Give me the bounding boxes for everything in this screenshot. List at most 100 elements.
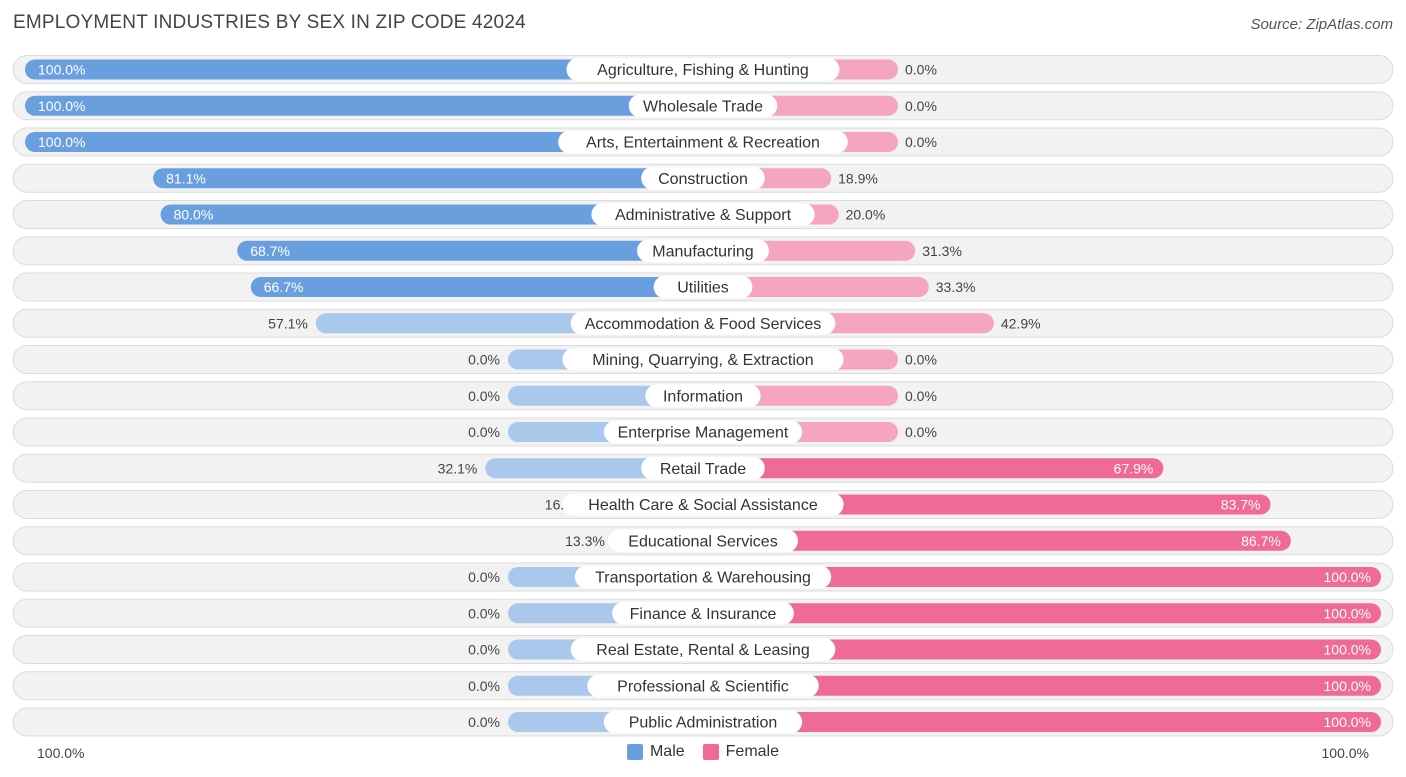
male-value-label: 0.0% <box>468 424 500 440</box>
category-pill <box>608 529 798 553</box>
male-bar <box>250 277 704 297</box>
legend: Male Female <box>0 743 1406 761</box>
category-pill <box>641 166 765 190</box>
male-bar <box>25 59 703 80</box>
female-value-label: 100.0% <box>1324 714 1371 730</box>
legend-label-female: Female <box>725 743 780 760</box>
source-credit: Source: ZipAtlas.com <box>1250 16 1393 33</box>
category-pill <box>562 348 844 371</box>
female-value-label: 31.3% <box>922 243 962 259</box>
male-value-label: 0.0% <box>468 678 500 694</box>
category-label: Information <box>663 388 743 405</box>
category-pill <box>645 384 761 408</box>
category-label: Wholesale Trade <box>643 98 763 115</box>
female-value-label: 0.0% <box>905 388 937 404</box>
category-label: Health Care & Social Assistance <box>588 497 818 514</box>
male-bar <box>153 168 704 189</box>
female-value-label: 0.0% <box>905 352 937 368</box>
male-bar <box>160 204 704 225</box>
category-label: Real Estate, Rental & Leasing <box>596 642 809 659</box>
female-value-label: 100.0% <box>1324 642 1371 658</box>
female-value-label: 83.7% <box>1221 497 1261 513</box>
male-value-label: 66.7% <box>264 279 304 295</box>
category-label: Public Administration <box>629 715 778 732</box>
female-bar <box>703 712 1381 732</box>
legend-label-male: Male <box>649 743 685 760</box>
category-pill <box>591 203 815 226</box>
category-pill <box>653 275 753 299</box>
legend-item-male[interactable]: Male <box>626 743 685 761</box>
male-value-label: 0.0% <box>468 642 500 658</box>
female-bar <box>703 639 1381 660</box>
female-value-label: 86.7% <box>1241 533 1281 549</box>
male-bar <box>25 132 703 152</box>
category-pill <box>587 674 819 698</box>
male-value-label: 0.0% <box>468 569 500 585</box>
female-value-label: 100.0% <box>1324 678 1371 694</box>
female-value-label: 100.0% <box>1324 569 1371 585</box>
female-value-label: 18.9% <box>838 170 878 186</box>
category-label: Arts, Entertainment & Recreation <box>586 135 820 152</box>
female-bar <box>703 494 1271 515</box>
category-label: Educational Services <box>628 533 777 550</box>
chart-title: EMPLOYMENT INDUSTRIES BY SEX IN ZIP CODE… <box>13 12 526 33</box>
female-bar <box>703 530 1291 551</box>
female-value-label: 0.0% <box>905 98 937 114</box>
category-pill <box>574 565 832 589</box>
category-label: Agriculture, Fishing & Hunting <box>597 62 809 79</box>
category-pill <box>628 94 778 118</box>
male-bar <box>25 95 703 116</box>
female-bar <box>703 567 1381 587</box>
male-value-label: 100.0% <box>38 62 85 78</box>
female-value-label: 67.9% <box>1114 460 1154 476</box>
category-label: Construction <box>658 171 748 188</box>
category-pill <box>562 493 844 516</box>
axis-label-left: 100.0% <box>37 745 84 761</box>
female-value-label: 0.0% <box>905 424 937 440</box>
category-label: Accommodation & Food Services <box>585 316 822 333</box>
category-pill <box>641 456 765 480</box>
male-value-label: 0.0% <box>468 352 500 368</box>
category-label: Administrative & Support <box>615 207 792 224</box>
male-value-label: 81.1% <box>166 170 206 186</box>
legend-swatch-male <box>626 744 643 760</box>
category-label: Finance & Insurance <box>630 606 777 623</box>
male-value-label: 32.1% <box>438 460 478 476</box>
category-label: Utilities <box>677 280 729 297</box>
category-pill <box>570 638 836 661</box>
legend-swatch-female <box>702 744 719 760</box>
female-value-label: 33.3% <box>936 279 976 295</box>
male-value-label: 100.0% <box>38 98 85 114</box>
female-value-label: 0.0% <box>905 62 937 78</box>
female-value-label: 0.0% <box>905 134 937 150</box>
category-label: Mining, Quarrying, & Extraction <box>592 352 813 369</box>
male-value-label: 0.0% <box>468 714 500 730</box>
male-value-label: 13.3% <box>565 533 605 549</box>
category-pill <box>570 311 836 335</box>
male-value-label: 57.1% <box>268 315 308 331</box>
female-bar <box>703 458 1164 479</box>
category-label: Manufacturing <box>652 243 753 260</box>
female-value-label: 20.0% <box>846 207 886 223</box>
male-value-label: 68.7% <box>250 243 290 259</box>
male-value-label: 0.0% <box>468 388 500 404</box>
female-bar <box>703 675 1381 696</box>
category-pill <box>603 420 803 444</box>
legend-item-female[interactable]: Female <box>702 743 780 761</box>
category-pill <box>603 710 803 734</box>
female-value-label: 100.0% <box>1324 605 1371 621</box>
category-label: Enterprise Management <box>618 425 789 442</box>
category-pill <box>637 239 769 263</box>
male-value-label: 0.0% <box>468 605 500 621</box>
male-bar <box>237 240 704 261</box>
category-pill <box>566 58 840 81</box>
male-value-label: 80.0% <box>174 207 214 223</box>
category-label: Professional & Scientific <box>617 678 789 695</box>
female-bar <box>703 277 929 297</box>
category-pill <box>558 130 848 154</box>
female-value-label: 42.9% <box>1001 315 1041 331</box>
category-label: Transportation & Warehousing <box>595 570 811 587</box>
axis-label-right: 100.0% <box>1322 745 1369 761</box>
male-value-label: 100.0% <box>38 134 85 150</box>
